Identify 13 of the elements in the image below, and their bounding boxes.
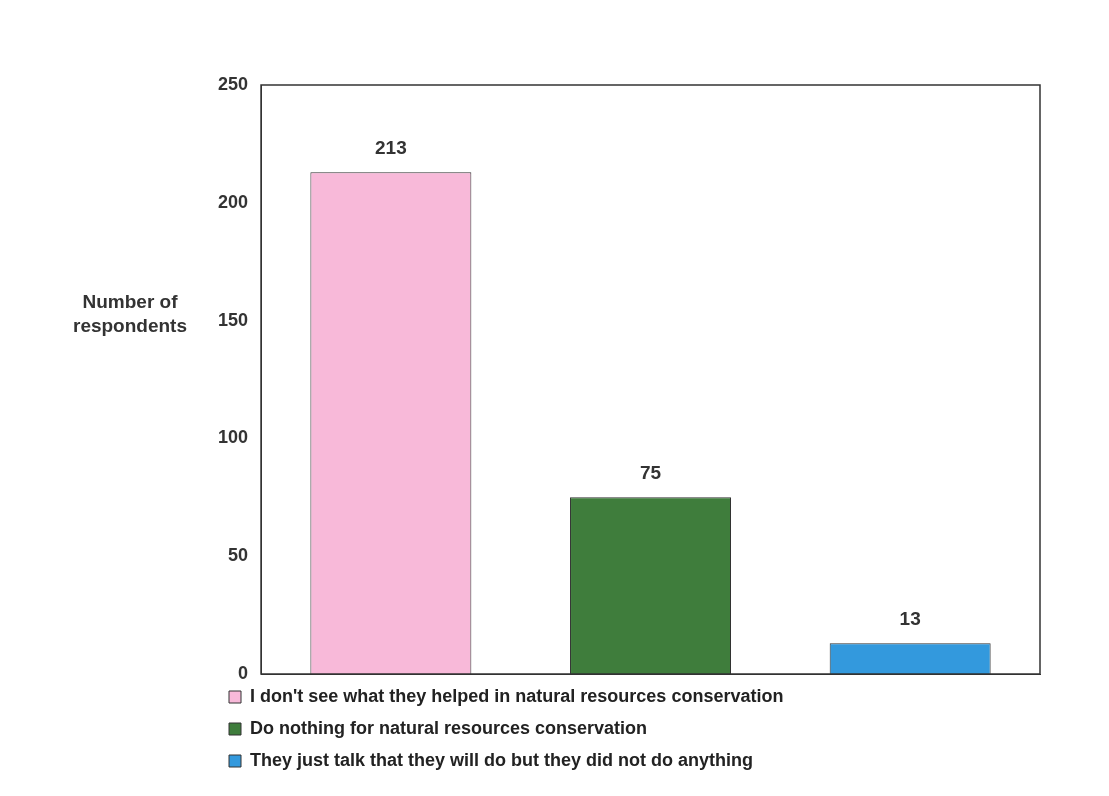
y-tick-label: 250 bbox=[217, 73, 249, 94]
legend-label: Do nothing for natural resources conservation bbox=[250, 717, 648, 738]
y-tick-label: 150 bbox=[217, 309, 249, 330]
y-tick-label: 50 bbox=[228, 545, 249, 566]
data-label: 213 bbox=[375, 136, 407, 158]
legend-label: I don't see what they helped in natural resources conservation bbox=[250, 685, 784, 706]
y-axis-title: Number of respondents bbox=[72, 291, 188, 336]
y-tick-label: 100 bbox=[217, 427, 249, 448]
y-tick-label: 200 bbox=[217, 191, 249, 212]
data-label: 13 bbox=[899, 608, 921, 630]
data-label: 75 bbox=[639, 462, 662, 484]
legend-label: They just talk that they will do but they did not do anything bbox=[250, 749, 753, 770]
y-tick-label: 0 bbox=[238, 662, 249, 683]
